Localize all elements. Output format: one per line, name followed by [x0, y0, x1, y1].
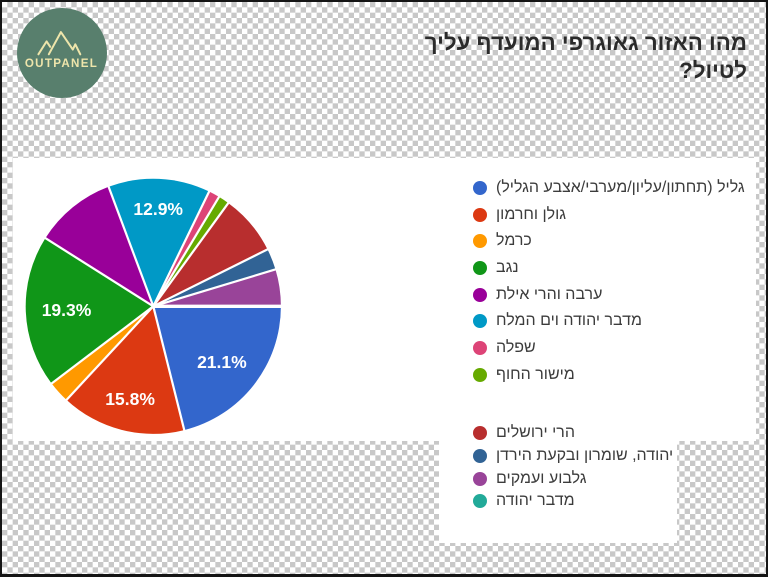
svg-text:15.8%: 15.8% [105, 389, 155, 409]
svg-text:21.1%: 21.1% [197, 352, 247, 372]
svg-text:19.3%: 19.3% [42, 300, 92, 320]
svg-text:OUTPANEL: OUTPANEL [25, 57, 98, 70]
svg-text:12.9%: 12.9% [133, 199, 183, 219]
